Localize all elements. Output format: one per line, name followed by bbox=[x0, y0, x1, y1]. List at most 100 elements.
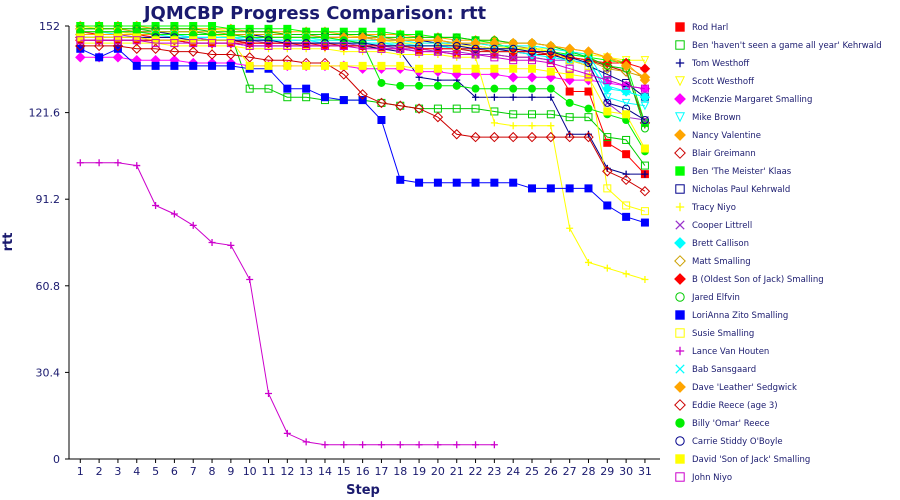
data-point bbox=[377, 44, 386, 53]
y-tick-label: 152 bbox=[39, 20, 60, 33]
data-point bbox=[675, 220, 685, 230]
data-point bbox=[265, 389, 273, 397]
data-point bbox=[566, 224, 574, 232]
y-ticks: 0 30.4 60.8 91.2 121.6 152 bbox=[29, 20, 69, 466]
data-point bbox=[509, 56, 518, 65]
data-point bbox=[339, 41, 348, 50]
data-point bbox=[152, 201, 160, 209]
data-point bbox=[490, 64, 499, 73]
data-point bbox=[75, 40, 86, 52]
data-point bbox=[302, 33, 311, 42]
data-point bbox=[490, 44, 499, 53]
data-point bbox=[526, 37, 538, 49]
data-point bbox=[132, 36, 141, 45]
legend-item: B (Oldest Son of Jack) Smalling bbox=[674, 273, 824, 285]
series-16 bbox=[76, 44, 649, 227]
data-point bbox=[603, 184, 612, 193]
data-point bbox=[675, 22, 685, 32]
legend-label: Carrie Stiddy O'Boyle bbox=[692, 437, 783, 447]
data-point bbox=[639, 186, 651, 197]
x-tick-label: 22 bbox=[469, 465, 483, 478]
data-point bbox=[283, 61, 292, 70]
legend-item: Bab Sansgaard bbox=[675, 364, 756, 375]
data-point bbox=[433, 47, 442, 56]
data-point bbox=[509, 44, 518, 53]
data-point bbox=[528, 110, 537, 119]
data-point bbox=[245, 84, 254, 93]
legend-label: Tom Westhoff bbox=[691, 59, 750, 69]
data-point bbox=[509, 178, 518, 187]
data-point bbox=[95, 159, 103, 167]
data-point bbox=[396, 441, 404, 449]
legend-label: Matt Smalling bbox=[692, 257, 751, 267]
data-point bbox=[376, 97, 387, 109]
data-point bbox=[264, 41, 273, 50]
series-line bbox=[80, 45, 646, 192]
x-tick-label: 30 bbox=[619, 465, 633, 478]
data-point bbox=[452, 41, 461, 50]
data-point bbox=[245, 33, 254, 42]
data-point bbox=[526, 131, 538, 143]
data-point bbox=[603, 264, 611, 272]
data-point bbox=[546, 110, 555, 119]
data-point bbox=[674, 237, 686, 249]
data-point bbox=[640, 56, 650, 65]
data-point bbox=[675, 310, 685, 320]
data-point bbox=[433, 178, 442, 187]
data-point bbox=[320, 33, 329, 42]
data-point bbox=[452, 104, 461, 113]
legend-label: Blair Greimann bbox=[692, 149, 756, 159]
data-point bbox=[622, 81, 631, 90]
legend-label: Rod Harl bbox=[692, 23, 728, 33]
y-tick-label: 0 bbox=[53, 453, 60, 466]
legend-label: Brett Callison bbox=[692, 239, 749, 249]
data-point bbox=[490, 53, 499, 62]
data-point bbox=[226, 39, 235, 48]
data-point bbox=[302, 41, 311, 50]
series-line bbox=[80, 162, 495, 446]
data-point bbox=[674, 147, 686, 159]
data-point bbox=[226, 61, 235, 70]
data-point bbox=[674, 381, 686, 393]
data-point bbox=[150, 43, 161, 54]
data-point bbox=[546, 59, 555, 68]
x-tick-label: 8 bbox=[209, 465, 216, 478]
data-point bbox=[264, 36, 273, 45]
data-point bbox=[528, 84, 537, 93]
x-tick-label: 25 bbox=[525, 465, 539, 478]
series-layer bbox=[75, 20, 651, 449]
x-tick-label: 24 bbox=[506, 465, 520, 478]
data-point bbox=[245, 36, 254, 45]
data-point bbox=[675, 166, 685, 176]
data-point bbox=[675, 364, 685, 374]
data-point bbox=[225, 49, 237, 60]
legend-item: Dave 'Leather' Sedgwick bbox=[674, 381, 797, 393]
data-point bbox=[675, 58, 685, 68]
y-tick-label: 91.2 bbox=[36, 193, 61, 206]
legend-label: McKenzie Margaret Smalling bbox=[692, 95, 812, 105]
data-point bbox=[640, 124, 649, 133]
data-point bbox=[208, 61, 217, 70]
data-point bbox=[471, 178, 480, 187]
data-point bbox=[189, 39, 198, 48]
data-point bbox=[675, 346, 685, 356]
data-point bbox=[338, 69, 350, 80]
data-point bbox=[528, 184, 537, 193]
data-point bbox=[396, 101, 405, 110]
data-point bbox=[528, 122, 536, 130]
legend-label: B (Oldest Son of Jack) Smalling bbox=[692, 275, 824, 285]
data-point bbox=[509, 122, 517, 130]
x-tick-label: 11 bbox=[262, 465, 276, 478]
data-point bbox=[675, 202, 685, 212]
data-point bbox=[584, 59, 593, 68]
data-point bbox=[622, 270, 630, 278]
data-point bbox=[245, 41, 254, 50]
x-tick-label: 15 bbox=[337, 465, 351, 478]
y-tick-label: 121.6 bbox=[29, 107, 61, 120]
data-point bbox=[471, 50, 480, 59]
data-point bbox=[547, 93, 555, 101]
data-point bbox=[622, 170, 630, 178]
data-point bbox=[76, 159, 84, 167]
data-point bbox=[413, 35, 425, 46]
